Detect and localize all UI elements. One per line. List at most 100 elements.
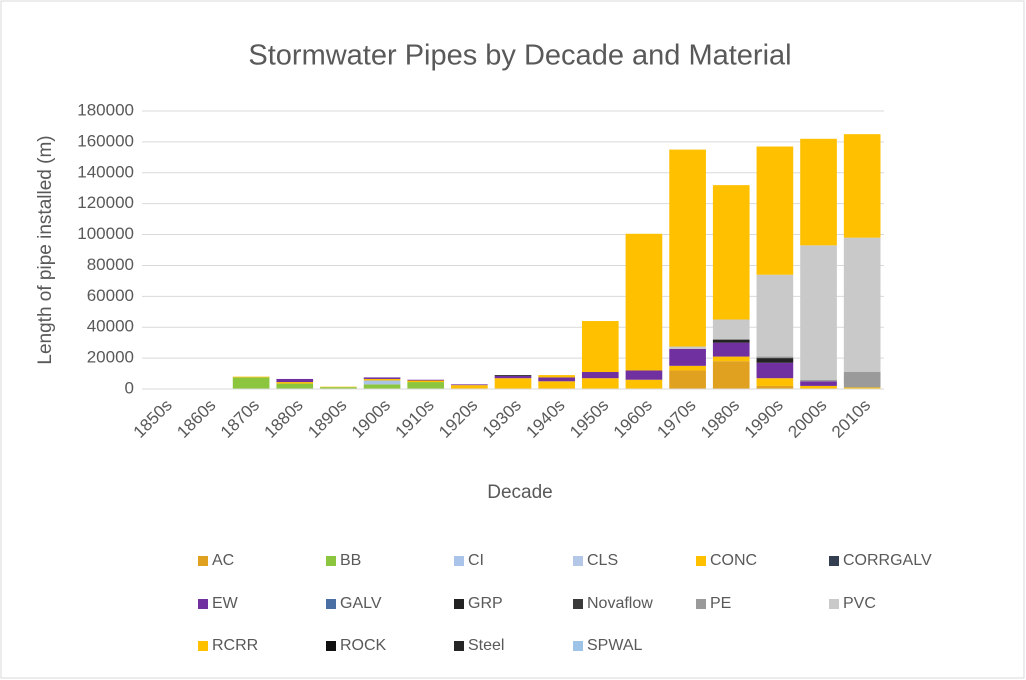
- bar-segment: [756, 358, 794, 363]
- legend-label: Novaflow: [587, 595, 653, 612]
- legend-label: BB: [340, 552, 361, 569]
- legend-swatch: [198, 641, 208, 651]
- bar-segment: [756, 362, 794, 379]
- bar-segment: [712, 319, 750, 340]
- bar-segment: [581, 321, 619, 373]
- bar-segment: [232, 376, 270, 378]
- y-tick-label: 20000: [87, 348, 134, 367]
- legend-label: GALV: [340, 595, 382, 612]
- legend-swatch: [326, 599, 336, 609]
- legend-swatch: [573, 641, 583, 651]
- bar-segment: [451, 384, 488, 386]
- bar-segment: [363, 377, 401, 379]
- bar-segment: [451, 385, 488, 389]
- y-tick-label: 40000: [87, 317, 134, 336]
- legend-swatch: [454, 556, 464, 566]
- legend-swatch: [198, 599, 208, 609]
- legend-label: CONC: [710, 552, 757, 569]
- bar-segment: [669, 370, 706, 389]
- bar-segment: [625, 370, 663, 380]
- bar-segment: [581, 372, 619, 379]
- bar-segment: [581, 378, 619, 389]
- bar-segment: [756, 146, 794, 275]
- legend-label: AC: [212, 552, 234, 569]
- bar-segment: [276, 383, 314, 389]
- legend-swatch: [573, 556, 583, 566]
- y-tick-label: 60000: [87, 286, 134, 305]
- legend-label: CI: [468, 552, 484, 569]
- bar-segment: [320, 387, 357, 389]
- bar-segment: [407, 380, 445, 383]
- legend-swatch: [326, 556, 336, 566]
- y-tick-label: 120000: [77, 193, 134, 212]
- legend-label: SPWAL: [587, 637, 643, 654]
- bar-segment: [800, 381, 837, 386]
- legend-swatch: [696, 599, 706, 609]
- legend-label: ROCK: [340, 637, 387, 654]
- bar-segment: [625, 379, 663, 389]
- legend-label: GRP: [468, 595, 503, 612]
- legend-label: CORRGALV: [843, 552, 932, 569]
- legend-swatch: [454, 641, 464, 651]
- bar-segment: [276, 382, 314, 384]
- bar-segment: [232, 377, 270, 389]
- legend-label: RCRR: [212, 637, 258, 654]
- chart-title: Stormwater Pipes by Decade and Material: [248, 40, 791, 72]
- bar-segment: [407, 382, 445, 389]
- bar-segment: [669, 346, 706, 349]
- bar-segment: [843, 387, 881, 389]
- x-axis-title: Decade: [487, 482, 553, 503]
- bar-segment: [843, 237, 881, 373]
- bar-segment: [363, 380, 401, 385]
- bar-segment: [538, 377, 575, 382]
- legend-swatch: [573, 599, 583, 609]
- bar-segment: [712, 342, 750, 357]
- bar-segment: [669, 348, 706, 366]
- y-tick-label: 140000: [77, 162, 134, 181]
- bar-segment: [712, 185, 750, 320]
- y-axis-title: Length of pipe installed (m): [35, 135, 56, 364]
- y-tick-label: 80000: [87, 255, 134, 274]
- bar-segment: [712, 339, 750, 343]
- bar-segment: [363, 378, 401, 381]
- y-tick-label: 180000: [77, 100, 134, 119]
- bar-segment: [538, 381, 575, 389]
- bar-segment: [800, 245, 837, 380]
- legend-swatch: [696, 556, 706, 566]
- bar-segment: [756, 385, 794, 389]
- bar-segment: [712, 361, 750, 389]
- bar-segment: [712, 356, 750, 362]
- bar-segment: [407, 379, 445, 381]
- legend-swatch: [326, 641, 336, 651]
- bar-segment: [538, 375, 575, 378]
- legend-label: PE: [710, 595, 731, 612]
- bar-segment: [494, 375, 532, 379]
- bar-segment: [625, 233, 663, 371]
- bar-segment: [494, 378, 532, 389]
- legend-swatch: [454, 599, 464, 609]
- bar-segment: [669, 365, 706, 371]
- bar-segment: [494, 375, 532, 376]
- bar-segment: [756, 274, 794, 357]
- bar-segment: [800, 385, 837, 389]
- legend-swatch: [829, 599, 839, 609]
- legend-label: CLS: [587, 552, 618, 569]
- bar-segment: [669, 149, 706, 347]
- bar-segment: [843, 372, 881, 388]
- legend-label: EW: [212, 595, 239, 612]
- y-tick-label: 0: [125, 378, 134, 397]
- y-tick-label: 100000: [77, 224, 134, 243]
- bar-segment: [756, 356, 794, 359]
- legend-label: Steel: [468, 637, 504, 654]
- legend-label: PVC: [843, 595, 876, 612]
- bar-segment: [800, 138, 837, 246]
- y-tick-label: 160000: [77, 131, 134, 150]
- bar-segment: [756, 378, 794, 386]
- legend-swatch: [829, 556, 839, 566]
- legend-swatch: [198, 556, 208, 566]
- bar-segment: [843, 134, 881, 238]
- bar-segment: [363, 384, 401, 389]
- bar-segment: [800, 379, 837, 382]
- bar-segment: [276, 378, 314, 383]
